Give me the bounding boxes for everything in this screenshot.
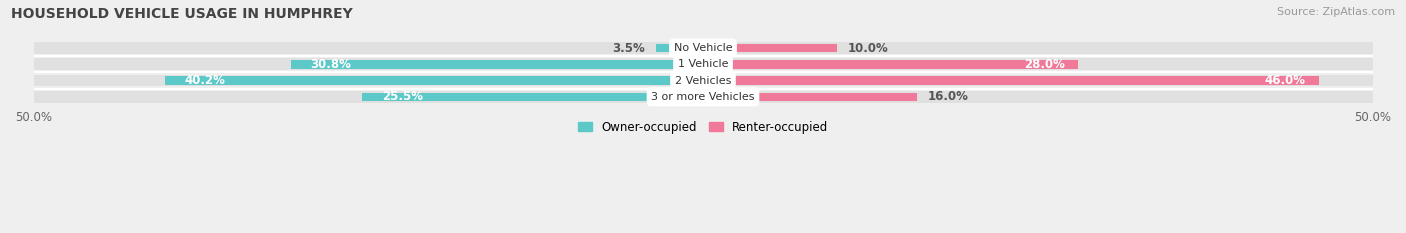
Legend: Owner-occupied, Renter-occupied: Owner-occupied, Renter-occupied bbox=[572, 116, 834, 138]
Text: 46.0%: 46.0% bbox=[1264, 74, 1306, 87]
Bar bbox=[291, 60, 703, 69]
Bar bbox=[703, 60, 1078, 69]
Text: 10.0%: 10.0% bbox=[848, 41, 889, 55]
Bar bbox=[703, 44, 837, 52]
Bar bbox=[165, 76, 703, 85]
Bar bbox=[34, 58, 1372, 70]
Bar bbox=[703, 93, 917, 101]
Bar bbox=[34, 75, 1372, 86]
Text: 1 Vehicle: 1 Vehicle bbox=[678, 59, 728, 69]
Text: 3.5%: 3.5% bbox=[613, 41, 645, 55]
Text: HOUSEHOLD VEHICLE USAGE IN HUMPHREY: HOUSEHOLD VEHICLE USAGE IN HUMPHREY bbox=[11, 7, 353, 21]
Bar bbox=[361, 93, 703, 101]
Bar bbox=[703, 76, 1319, 85]
Text: 2 Vehicles: 2 Vehicles bbox=[675, 75, 731, 86]
Text: 25.5%: 25.5% bbox=[381, 90, 423, 103]
Bar bbox=[34, 91, 1372, 103]
Text: 40.2%: 40.2% bbox=[184, 74, 226, 87]
Bar bbox=[34, 42, 1372, 54]
Text: Source: ZipAtlas.com: Source: ZipAtlas.com bbox=[1277, 7, 1395, 17]
Text: 30.8%: 30.8% bbox=[311, 58, 352, 71]
Text: 3 or more Vehicles: 3 or more Vehicles bbox=[651, 92, 755, 102]
Text: 16.0%: 16.0% bbox=[928, 90, 969, 103]
Text: 28.0%: 28.0% bbox=[1024, 58, 1064, 71]
Bar bbox=[657, 44, 703, 52]
Text: No Vehicle: No Vehicle bbox=[673, 43, 733, 53]
